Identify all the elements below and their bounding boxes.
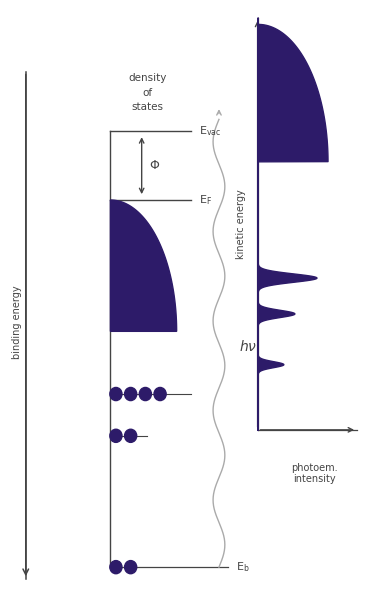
Polygon shape [110,200,177,331]
Ellipse shape [124,561,137,574]
Ellipse shape [110,561,122,574]
Ellipse shape [139,387,152,401]
Text: kinetic energy: kinetic energy [236,189,246,259]
Text: E$_{\mathregular{vac}}$: E$_{\mathregular{vac}}$ [199,124,221,139]
Text: states: states [131,103,163,112]
Ellipse shape [154,387,166,401]
Ellipse shape [110,387,122,401]
Text: $\Phi$: $\Phi$ [149,159,160,172]
Ellipse shape [124,429,137,442]
Ellipse shape [110,429,122,442]
Text: binding energy: binding energy [11,285,22,359]
Text: h$\nu$: h$\nu$ [239,338,257,354]
Text: E$_{\mathregular{F}}$: E$_{\mathregular{F}}$ [199,193,212,207]
Text: of: of [142,88,152,97]
Text: E$_{\mathregular{b}}$: E$_{\mathregular{b}}$ [236,560,249,574]
Text: density: density [128,73,166,82]
Ellipse shape [124,387,137,401]
Text: photoem.
intensity: photoem. intensity [291,463,338,484]
